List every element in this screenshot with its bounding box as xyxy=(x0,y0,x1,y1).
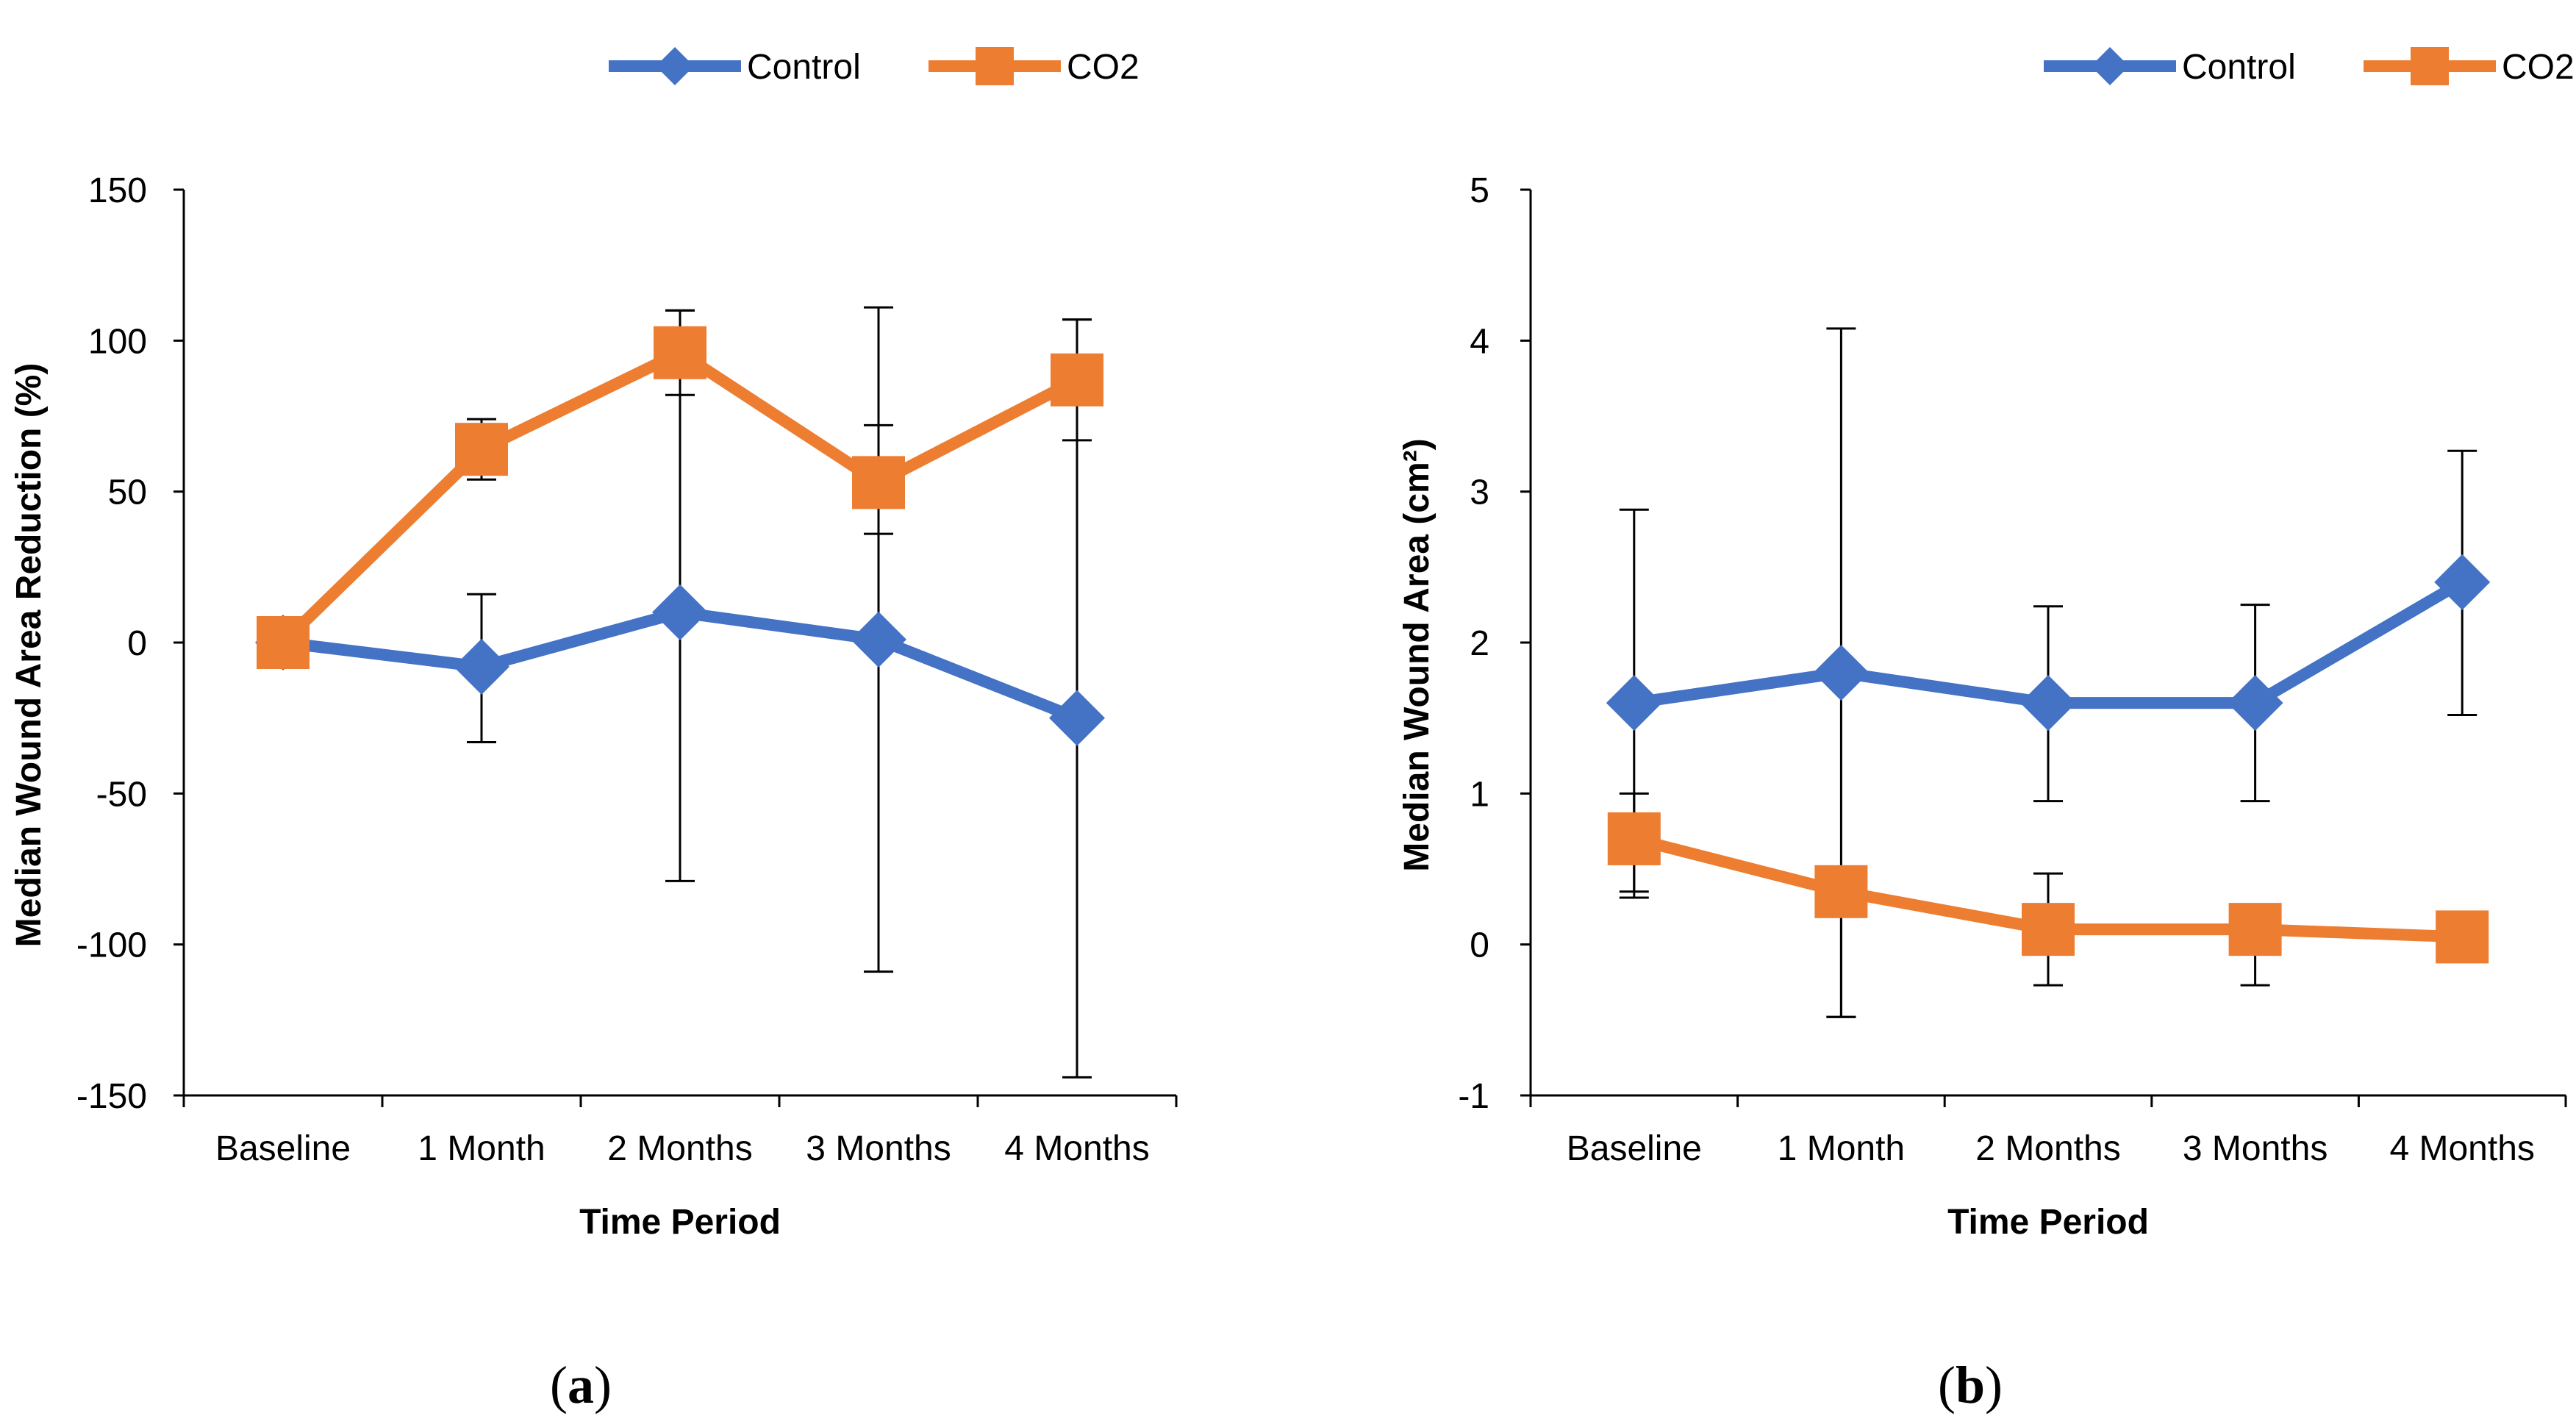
x-tick-label: 4 Months xyxy=(1004,1129,1149,1168)
data-point-control xyxy=(1049,690,1105,746)
data-point-co2 xyxy=(852,456,905,509)
legend-label-co2: CO2 xyxy=(2502,48,2575,87)
panel-label-paren: ) xyxy=(594,1356,612,1415)
y-tick-label: 0 xyxy=(127,624,147,663)
y-tick-label: -1 xyxy=(1458,1077,1489,1116)
y-tick-label: 100 xyxy=(88,322,147,361)
legend-label-co2: CO2 xyxy=(1067,48,1139,87)
panel-label: (b) xyxy=(1938,1356,2003,1415)
y-tick-label: 50 xyxy=(108,473,147,512)
panel-label-paren: ) xyxy=(1985,1356,2003,1415)
panel-label-letter: a xyxy=(568,1356,594,1415)
data-point-co2 xyxy=(654,326,706,379)
legend-label-control: Control xyxy=(2182,48,2296,87)
panel-label-paren: ( xyxy=(550,1356,568,1415)
x-tick-label: 4 Months xyxy=(2389,1129,2534,1168)
data-point-co2 xyxy=(1051,353,1103,407)
panel-label-paren: ( xyxy=(1938,1356,1956,1415)
legend-marker-co2 xyxy=(2411,47,2449,85)
y-tick-label: 150 xyxy=(88,171,147,210)
data-point-control xyxy=(851,611,906,668)
x-tick-label: 3 Months xyxy=(2183,1129,2328,1168)
data-point-control xyxy=(1813,645,1870,701)
legend-marker-control xyxy=(656,47,694,85)
data-point-co2 xyxy=(1607,812,1661,865)
y-tick-label: -100 xyxy=(76,926,147,965)
x-tick-label: Baseline xyxy=(215,1129,351,1168)
y-tick-label: -150 xyxy=(76,1077,147,1116)
y-tick-label: 2 xyxy=(1470,624,1489,663)
x-axis-title: Time Period xyxy=(1947,1203,2149,1242)
y-tick-label: 1 xyxy=(1470,775,1489,814)
y-tick-label: 0 xyxy=(1470,926,1489,965)
data-point-control xyxy=(1606,675,1662,732)
x-tick-label: 1 Month xyxy=(418,1129,545,1168)
data-point-co2 xyxy=(257,616,310,669)
y-tick-label: -50 xyxy=(96,775,147,814)
x-tick-label: 2 Months xyxy=(607,1129,752,1168)
panel-label: (a) xyxy=(550,1356,612,1415)
data-point-co2 xyxy=(2022,903,2075,956)
data-point-co2 xyxy=(1814,865,1868,918)
x-tick-label: Baseline xyxy=(1567,1129,1702,1168)
x-tick-label: 2 Months xyxy=(1975,1129,2120,1168)
chart-panel-b: 5 4 3 2 1 0 -1 Baseline 1 Month 2 Months 3 Months 4… xyxy=(1398,47,2575,1415)
data-point-control xyxy=(652,584,708,640)
data-point-co2 xyxy=(455,423,508,476)
y-tick-label: 3 xyxy=(1470,473,1489,512)
x-tick-label: 1 Month xyxy=(1778,1129,1905,1168)
x-axis-title: Time Period xyxy=(579,1203,781,1242)
legend-label-control: Control xyxy=(747,48,861,87)
data-point-control xyxy=(2227,675,2283,732)
data-point-co2 xyxy=(2436,910,2489,964)
x-tick-label: 3 Months xyxy=(806,1129,951,1168)
legend-marker-control xyxy=(2091,47,2129,85)
panel-label-letter: b xyxy=(1956,1356,1985,1415)
chart-panel-a: 150 100 50 0 -50 -100 -150 Baseline 1 Month 2 Mon… xyxy=(10,47,1178,1415)
y-axis-title: Median Wound Area (cm²) xyxy=(1398,438,1437,871)
data-point-co2 xyxy=(2228,903,2282,956)
y-tick-label: 4 xyxy=(1470,322,1489,361)
data-point-control xyxy=(454,638,509,695)
y-axis-title: Median Wound Area Reduction (%) xyxy=(10,363,49,948)
y-tick-label: 5 xyxy=(1470,171,1489,210)
data-point-control xyxy=(2434,554,2491,610)
data-point-control xyxy=(2020,675,2076,732)
legend-marker-co2 xyxy=(976,47,1014,85)
